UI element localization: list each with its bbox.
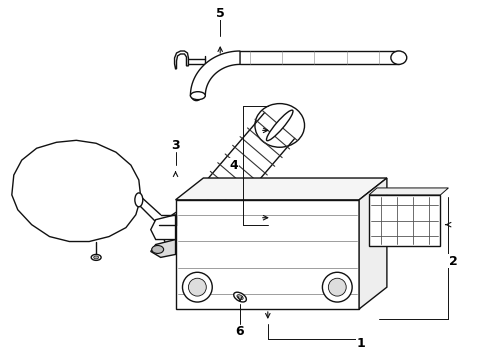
Ellipse shape — [191, 92, 205, 100]
Polygon shape — [174, 51, 189, 69]
Ellipse shape — [94, 256, 98, 259]
Ellipse shape — [237, 294, 243, 300]
Text: 6: 6 — [236, 325, 245, 338]
Polygon shape — [12, 140, 141, 242]
Polygon shape — [151, 215, 175, 239]
Polygon shape — [42, 170, 111, 225]
Polygon shape — [175, 200, 359, 309]
Ellipse shape — [177, 214, 204, 245]
Polygon shape — [22, 155, 127, 231]
Ellipse shape — [234, 292, 246, 302]
Polygon shape — [359, 178, 387, 309]
Text: 5: 5 — [216, 7, 224, 20]
Ellipse shape — [189, 278, 206, 296]
Polygon shape — [175, 178, 387, 200]
Ellipse shape — [322, 272, 352, 302]
Ellipse shape — [182, 272, 212, 302]
Text: 4: 4 — [230, 159, 239, 172]
Polygon shape — [191, 51, 240, 96]
Ellipse shape — [135, 193, 143, 207]
Ellipse shape — [181, 229, 187, 233]
Ellipse shape — [391, 51, 407, 64]
Polygon shape — [369, 195, 441, 247]
Text: 3: 3 — [171, 139, 180, 152]
Text: 1: 1 — [357, 337, 366, 350]
Polygon shape — [369, 188, 448, 195]
Ellipse shape — [328, 278, 346, 296]
Text: 2: 2 — [449, 255, 458, 268]
Polygon shape — [151, 239, 175, 257]
Ellipse shape — [152, 246, 164, 253]
Ellipse shape — [91, 255, 101, 260]
Ellipse shape — [267, 110, 293, 141]
